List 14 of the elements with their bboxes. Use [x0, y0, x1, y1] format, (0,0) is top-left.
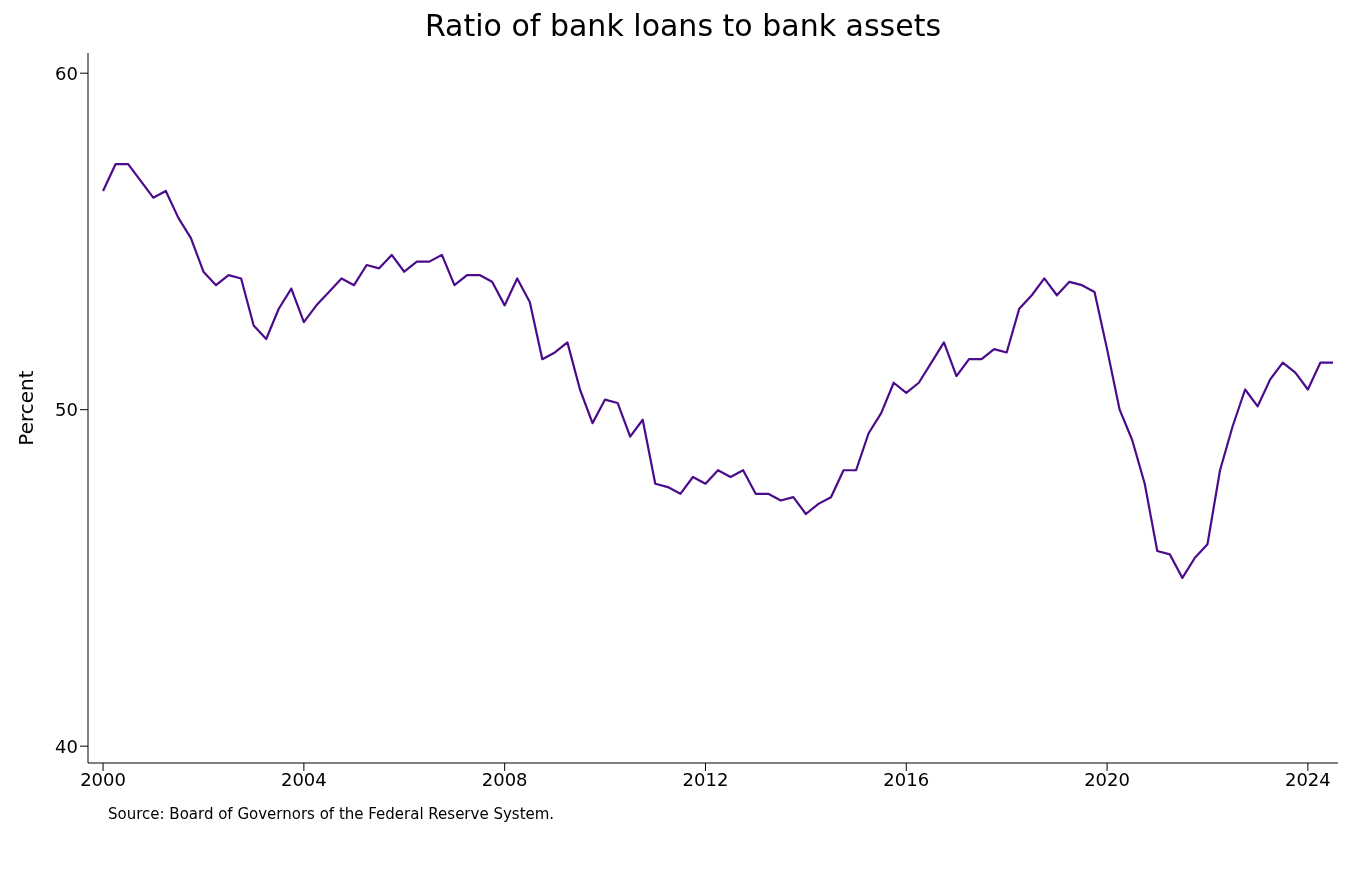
- x-tick-label: 2016: [883, 768, 930, 790]
- y-tick-label: 50: [55, 399, 78, 421]
- chart-title: Ratio of bank loans to bank assets: [423, 8, 943, 43]
- x-tick-label: 2012: [682, 768, 729, 790]
- x-tick-label: 2004: [280, 768, 327, 790]
- line-series: [101, 162, 1335, 580]
- y-axis-title: Percent: [14, 370, 38, 446]
- x-tick-label: 2024: [1284, 768, 1331, 790]
- x-tick-label: 2000: [80, 768, 126, 790]
- y-tick-label: 60: [55, 62, 78, 84]
- y-tick-label: 40: [55, 735, 78, 757]
- x-tick-label: 2008: [481, 768, 528, 790]
- x-tick-label: 2020: [1084, 768, 1130, 790]
- source-note: Source: Board of Governors of the Federal Reserve System.: [108, 805, 556, 823]
